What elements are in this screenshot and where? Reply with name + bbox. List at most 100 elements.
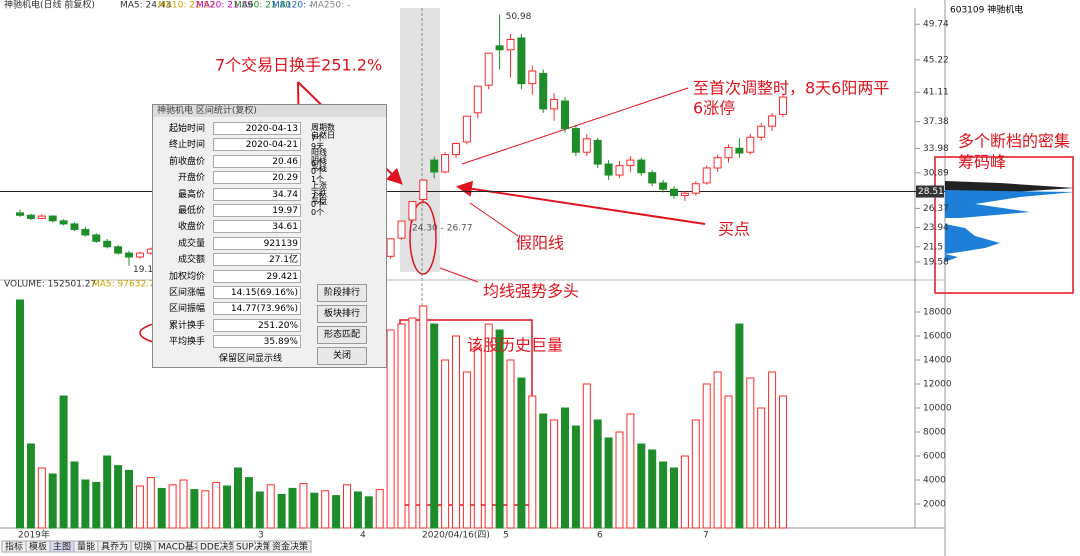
volume-bar (288, 487, 297, 529)
candle-body (484, 52, 493, 86)
volume-bar (408, 317, 417, 529)
candle-body (746, 136, 755, 153)
volume-bar (16, 299, 24, 529)
volume-bar (735, 323, 744, 529)
low-label: 19.10 (133, 265, 159, 275)
candle-body (397, 220, 406, 239)
volume-bar (48, 473, 57, 529)
volume-bar (103, 455, 112, 529)
volume-bar (212, 481, 221, 529)
volume-bar (495, 329, 504, 529)
row-value: 14.77(73.96%) (213, 302, 301, 316)
tab-label: 具乔为 (101, 541, 128, 553)
candle-body (593, 139, 602, 165)
row-label: 最低价 (177, 206, 205, 216)
button[interactable]: 形态匹配 (317, 326, 367, 344)
stat-label: 上涨 (311, 181, 327, 190)
arrow (439, 267, 479, 283)
dialog-row: 成交量 921139 (157, 236, 307, 251)
arrow (456, 180, 706, 225)
y-tick-label: 37.38 (923, 117, 949, 127)
row-label: 最高价 (177, 189, 205, 200)
volume-bar (604, 437, 613, 529)
annotation: 7个交易日换手251.2% (215, 56, 382, 75)
stat: 平线 1个 (311, 163, 381, 185)
y-tick-label: 18000 (923, 308, 952, 318)
dialog-row: 最低价 19.97 (157, 204, 307, 218)
tab[interactable] (268, 540, 312, 553)
candle-body (408, 201, 417, 221)
x-tick-label: 5 (503, 531, 509, 541)
stat-label: 周期数 (311, 123, 335, 132)
button[interactable]: 板块排行 (317, 305, 367, 323)
dialog-row: 加权均价 29.421 (157, 269, 307, 284)
candle-body (430, 159, 439, 173)
ma-label: MA20: 21.89 (196, 1, 253, 11)
volume-bar (179, 479, 188, 529)
candle-body (386, 238, 395, 257)
volume-bar (648, 449, 657, 529)
volume-bar (201, 490, 210, 529)
candle-body (615, 165, 624, 176)
row-value: 20.29 (213, 171, 301, 185)
y-tick-label: 14000 (923, 356, 952, 366)
y-tick-label: 30.89 (923, 168, 949, 178)
row-label: 收盘价 (177, 222, 205, 233)
candle-body (419, 179, 428, 200)
y-tick-label: 19.58 (923, 257, 949, 267)
candle-body (735, 147, 744, 154)
candle-body (16, 212, 24, 216)
candle-body (637, 159, 646, 174)
candle-body (670, 188, 678, 197)
row-value: 35.89% (213, 335, 301, 349)
candle-body (495, 45, 504, 51)
volume-bar (59, 395, 68, 529)
y-tick-label: 49.74 (923, 20, 949, 30)
candle-body (702, 167, 711, 184)
candle-body (582, 138, 591, 153)
dialog: 神驰机电 区间统计(复权) 起始时间 2020-04-13 终止时间 2020-04-… (152, 104, 387, 368)
chip-peak (945, 190, 1075, 218)
volume-bar (659, 461, 668, 529)
y-tick-label: 6000 (923, 452, 946, 462)
tab-label: 量能 (77, 541, 95, 553)
row-label: 平均换手 (168, 337, 205, 348)
volume-bar (386, 329, 395, 529)
volume-bar (26, 443, 35, 529)
volume-bar (244, 477, 253, 529)
volume-bar (462, 371, 471, 529)
volume-bar (626, 413, 635, 529)
annotation: 均线强势多头 (483, 282, 579, 301)
dialog-title: 神驰机电 区间统计(复权) (153, 105, 386, 117)
volume-bar (582, 383, 591, 529)
chip-peak (945, 254, 958, 262)
checkbox[interactable]: 保留区间显示线 (219, 354, 283, 364)
volume-bar (321, 490, 330, 529)
stat-value: 0个 (311, 200, 325, 209)
volume-bar (680, 455, 689, 529)
row-label: 加权均价 (168, 271, 205, 282)
x-tick-label: 7 (703, 531, 709, 541)
y-tick-label: 23.94 (923, 223, 949, 233)
button[interactable]: 关闭 (317, 347, 367, 365)
candle-body (462, 115, 471, 143)
annotation: 至首次调整时，8天6阳两平 (693, 79, 889, 98)
volume-bar (135, 485, 144, 529)
stat: 自然日 9天 (311, 130, 381, 152)
volume-bar (528, 395, 537, 529)
tab-label: 资金决策 (272, 541, 308, 553)
row-label: 累计换手 (168, 320, 205, 331)
volume-bar (724, 395, 733, 529)
candle-body (37, 215, 46, 219)
ma-label: MA5: 24.43 (120, 1, 171, 11)
tab-label: 模板 (29, 541, 47, 553)
button[interactable]: 阶段排行 (317, 284, 367, 302)
candle-body (659, 182, 668, 190)
volume-bar (757, 407, 766, 529)
stat: 下跌 0个 (311, 188, 381, 210)
arrow (469, 202, 519, 237)
volume-bar (310, 492, 319, 529)
candle-body (517, 37, 526, 85)
ma-label: MA5: 97632.71 (92, 280, 160, 290)
